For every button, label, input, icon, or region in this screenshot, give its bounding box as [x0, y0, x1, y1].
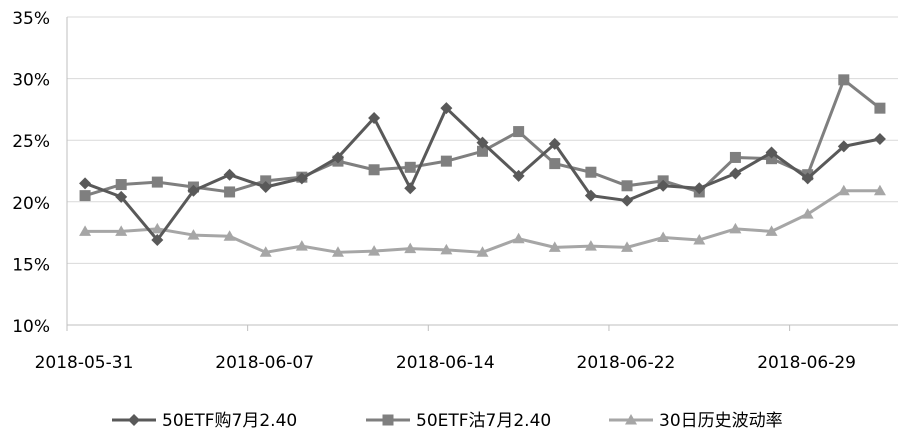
- data-point-diamond: [259, 181, 272, 194]
- data-point-diamond: [621, 194, 634, 207]
- y-tick-label: 35%: [12, 9, 50, 29]
- series: [79, 184, 886, 257]
- data-point-square: [151, 176, 163, 188]
- data-point-diamond: [295, 172, 308, 185]
- legend-label: 50ETF购7月2.40: [162, 411, 297, 431]
- axes: 10% 15% 20% 25% 30% 35% 2018-05-31 2018-06-07 20…: [12, 9, 898, 373]
- y-tick-label: 20%: [12, 194, 50, 214]
- data-point-diamond: [404, 182, 417, 195]
- data-point-diamond: [115, 190, 128, 203]
- data-point-diamond: [223, 168, 236, 181]
- data-point-triangle: [693, 233, 706, 245]
- data-point-triangle: [729, 222, 742, 234]
- legend: 50ETF购7月2.40 50ETF沽7月2.40 30日历史波动率: [112, 411, 783, 431]
- legend-label: 50ETF沽7月2.40: [416, 411, 551, 431]
- legend-label: 30日历史波动率: [659, 411, 783, 431]
- data-point-diamond: [873, 132, 886, 145]
- data-point-diamond: [584, 189, 597, 202]
- data-point-square: [585, 166, 597, 178]
- data-point-diamond: [440, 102, 453, 115]
- data-point-triangle: [512, 232, 525, 244]
- data-point-square: [477, 145, 488, 157]
- data-point-triangle: [584, 240, 597, 251]
- data-point-square: [115, 179, 127, 191]
- data-point-diamond: [801, 172, 814, 185]
- data-point-square: [766, 153, 778, 165]
- data-point-triangle: [625, 414, 637, 425]
- data-point-square: [838, 74, 850, 86]
- data-point-triangle: [657, 231, 670, 243]
- data-point-diamond: [151, 233, 164, 246]
- data-point-triangle: [440, 243, 453, 255]
- data-point-square: [440, 155, 452, 167]
- data-point-square: [513, 126, 525, 138]
- x-tick-label: 2018-06-14: [396, 353, 495, 373]
- x-tick-label: 2018-06-29: [757, 353, 856, 373]
- data-point-triangle: [223, 230, 236, 241]
- legend-item: 50ETF购7月2.40: [112, 411, 297, 431]
- legend-item: 50ETF沽7月2.40: [366, 411, 551, 431]
- series-group: [79, 74, 886, 257]
- data-point-square: [729, 151, 741, 163]
- data-point-square: [260, 175, 272, 187]
- x-tick-label: 2018-06-07: [215, 353, 314, 373]
- data-point-diamond: [128, 414, 140, 426]
- data-point-triangle: [404, 242, 417, 254]
- y-tick-label: 15%: [12, 255, 50, 275]
- data-point-triangle: [548, 241, 561, 252]
- series-line: [84, 106, 881, 242]
- data-point-triangle: [765, 225, 778, 236]
- data-point-diamond: [476, 136, 489, 149]
- data-point-square: [224, 186, 236, 198]
- data-point-triangle: [259, 246, 272, 257]
- data-point-diamond: [765, 146, 778, 159]
- data-point-diamond: [368, 112, 381, 125]
- data-point-square: [874, 102, 886, 114]
- data-point-triangle: [476, 246, 489, 257]
- data-point-triangle: [187, 229, 200, 240]
- data-point-diamond: [512, 169, 525, 182]
- data-point-triangle: [621, 241, 634, 252]
- series-line: [85, 189, 880, 254]
- x-tick-label: 2018-05-31: [35, 353, 134, 373]
- data-point-diamond: [331, 151, 344, 164]
- y-tick-label: 30%: [12, 71, 50, 91]
- data-point-triangle: [115, 225, 128, 236]
- data-point-triangle: [873, 184, 886, 196]
- data-point-diamond: [729, 167, 742, 180]
- data-point-triangle: [331, 246, 344, 257]
- data-point-diamond: [837, 140, 850, 153]
- x-tick-label: 2018-06-22: [577, 353, 676, 373]
- data-point-diamond: [548, 137, 561, 150]
- data-point-diamond: [657, 179, 670, 192]
- data-point-triangle: [801, 208, 814, 219]
- legend-item: 30日历史波动率: [609, 411, 783, 431]
- data-point-diamond: [693, 182, 706, 195]
- data-point-triangle: [79, 225, 92, 236]
- data-point-triangle: [837, 184, 850, 196]
- y-tick-label: 10%: [12, 317, 50, 337]
- data-point-triangle: [295, 240, 308, 251]
- data-point-diamond: [79, 177, 92, 190]
- data-point-square: [404, 161, 416, 173]
- series: [79, 102, 886, 246]
- data-point-square: [79, 190, 91, 202]
- data-point-square: [621, 180, 633, 192]
- data-point-diamond: [187, 184, 200, 197]
- data-point-square: [368, 164, 380, 176]
- data-point-triangle: [368, 245, 381, 256]
- data-point-square: [549, 158, 561, 170]
- data-point-triangle: [151, 222, 164, 234]
- y-tick-label: 25%: [12, 132, 50, 152]
- data-point-square: [382, 414, 394, 426]
